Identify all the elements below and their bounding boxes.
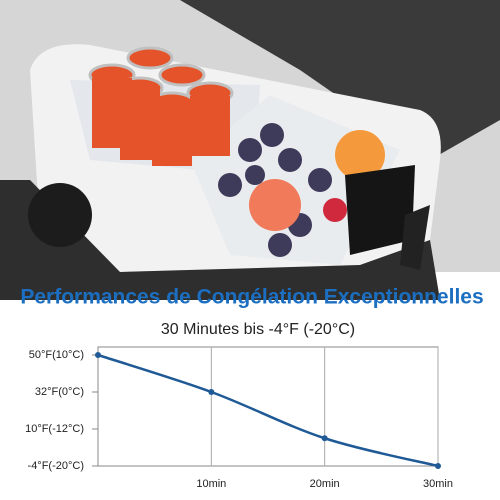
series-line bbox=[97, 353, 439, 468]
data-point bbox=[321, 435, 328, 442]
plot-frame bbox=[97, 346, 439, 467]
x-tick-label: 30min bbox=[423, 478, 453, 490]
data-point bbox=[435, 463, 441, 469]
chart-title: Performances de Congélation Exceptionnel… bbox=[20, 286, 483, 309]
y-tick-label: 50°F(10°C) bbox=[29, 349, 84, 361]
y-tick-label: 10°F(-12°C) bbox=[25, 423, 84, 435]
chart-subtitle: 30 Minutes bis -4°F (-20°C) bbox=[161, 321, 355, 338]
data-point bbox=[95, 352, 101, 358]
product-photo bbox=[0, 0, 500, 300]
x-tick-label: 20min bbox=[310, 478, 340, 490]
y-tick-label: 32°F(0°C) bbox=[35, 386, 84, 398]
y-tick-label: -4°F(-20°C) bbox=[28, 460, 84, 472]
data-point bbox=[208, 389, 215, 395]
x-tick-label: 10min bbox=[196, 478, 226, 490]
